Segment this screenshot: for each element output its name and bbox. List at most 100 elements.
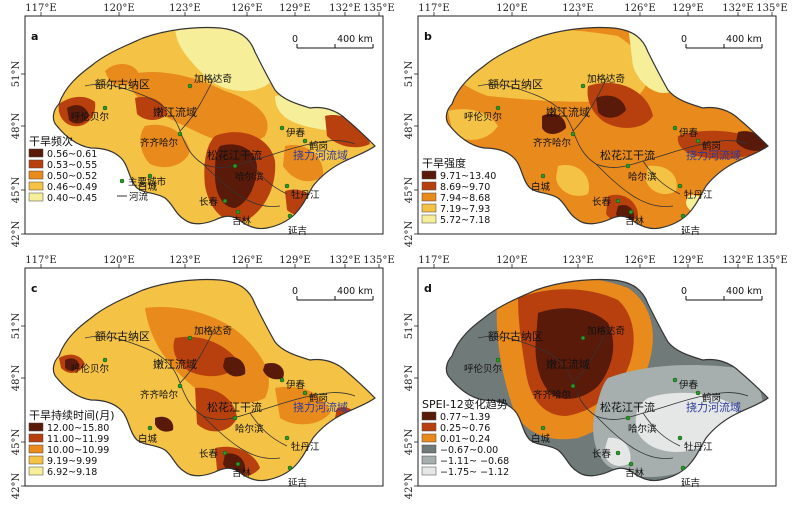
lon-tick-label: 123°E [562,255,593,266]
fill-zone [556,165,589,196]
lat-tick-label: 42°N [11,473,22,500]
city-label: 鹤岗 [309,392,328,404]
city-marker [232,163,238,169]
legend-city-marker [119,178,125,184]
legend-swatch [421,433,437,443]
city-label: 哈尔滨 [235,423,264,435]
lon-tick-label: 135°E [363,3,394,14]
city-marker [287,465,293,471]
region-label: 挠力河流域 [293,148,348,162]
fill-zone [135,96,167,120]
lon-tick-label: 126°E [624,255,655,266]
legend-swatch [28,170,44,180]
lat-tick-label: 42°N [404,473,415,500]
city-label: 齐齐哈尔 [533,389,572,401]
city-label: 牡丹江 [684,189,713,201]
lat-tick-label: 42°N [404,221,415,248]
legend-swatch [28,455,44,465]
legend-label: 12.00~15.80 [47,423,109,434]
lon-tick-label: 120°E [496,255,527,266]
panel-label: d [424,282,432,295]
city-marker [615,450,621,456]
fill-zone [140,124,190,168]
legend-swatch [421,455,437,465]
city-label: 加格达奇 [587,73,626,85]
legend-label: 5.72~7.18 [440,215,490,226]
city-label: 长春 [592,448,612,460]
scale-label-zero: 0 [292,34,298,45]
city-label: 呼伦贝尔 [464,363,503,375]
region-label: 挠力河流域 [293,400,348,414]
city-marker [680,213,686,219]
lon-tick-label: 120°E [496,3,527,14]
legend-label: −1.11~ −0.68 [440,456,509,467]
lon-tick-label: 129°E [279,3,310,14]
city-marker [495,357,501,363]
fill-zone [596,95,626,118]
city-marker [628,461,634,467]
city-label: 哈尔滨 [628,171,657,183]
city-label: 延吉 [681,477,700,489]
region-label: 额尔古纳区 [488,330,543,343]
city-label: 吉林 [232,467,252,479]
city-marker [495,105,501,111]
legend-swatch [28,192,44,202]
legend-label: 7.19~7.93 [440,204,490,215]
legend-swatch [28,444,44,454]
legend-swatch [421,444,437,454]
lon-tick-label: 123°E [169,3,200,14]
lat-tick-label: 48°N [404,113,415,140]
legend-swatch [421,214,437,224]
fill-zone [223,356,246,377]
city-label: 吉林 [232,215,252,227]
legend-label: −1.75~ −1.12 [440,467,509,478]
city-marker [625,415,631,421]
city-marker [284,183,290,189]
lat-tick-label: 45°N [11,429,22,456]
lon-tick-label: 126°E [231,3,262,14]
legend-swatch [421,192,437,202]
city-marker [279,125,285,131]
city-marker [677,435,683,441]
lon-tick-label: 132°E [722,3,753,14]
legend-label: 0.46~0.49 [47,182,97,193]
lon-tick-label: 132°E [329,255,360,266]
legend-label: 0.25~0.76 [440,423,490,434]
lat-tick-label: 51°N [11,313,22,340]
city-marker [232,415,238,421]
city-label: 延吉 [288,225,307,237]
legend-label: 0.56~0.61 [47,149,97,160]
city-label: 牡丹江 [291,441,320,453]
city-label: 齐齐哈尔 [533,137,572,149]
scale-label: 400 km [337,34,373,45]
legend-label: 0.53~0.55 [47,160,97,171]
city-marker [222,198,228,204]
city-label: 牡丹江 [291,189,320,201]
legend-label: 10.00~10.99 [47,445,109,456]
region-label: 嫩江流域 [153,105,197,119]
legend-river-label: 河流 [129,191,149,203]
region-label: 额尔古纳区 [95,330,150,343]
map-panel-d: 117°E 120°E 123°E 126°E 129°E 132°E 135°E 51°N 4… [404,255,788,499]
city-marker [570,131,576,137]
legend-label: 0.01~0.24 [440,434,490,445]
lon-tick-label: 120°E [103,3,134,14]
city-marker [625,163,631,169]
legend-label: −0.67~0.00 [440,445,498,456]
city-label: 白城 [138,433,158,445]
legend-swatch [421,411,437,421]
lat-tick-label: 42°N [11,221,22,248]
fill-zone [215,144,257,208]
city-label: 吉林 [625,215,645,227]
legend-swatch [28,466,44,476]
lon-tick-label: 123°E [562,3,593,14]
city-label: 伊春 [286,379,306,391]
fill-zone [448,109,498,140]
river-line [84,327,356,459]
city-marker [302,390,308,396]
city-marker [284,435,290,441]
fill-zone [105,64,140,86]
lon-tick-label: 123°E [169,255,200,266]
city-marker [102,357,108,363]
region-label: 嫩江流域 [546,357,590,371]
